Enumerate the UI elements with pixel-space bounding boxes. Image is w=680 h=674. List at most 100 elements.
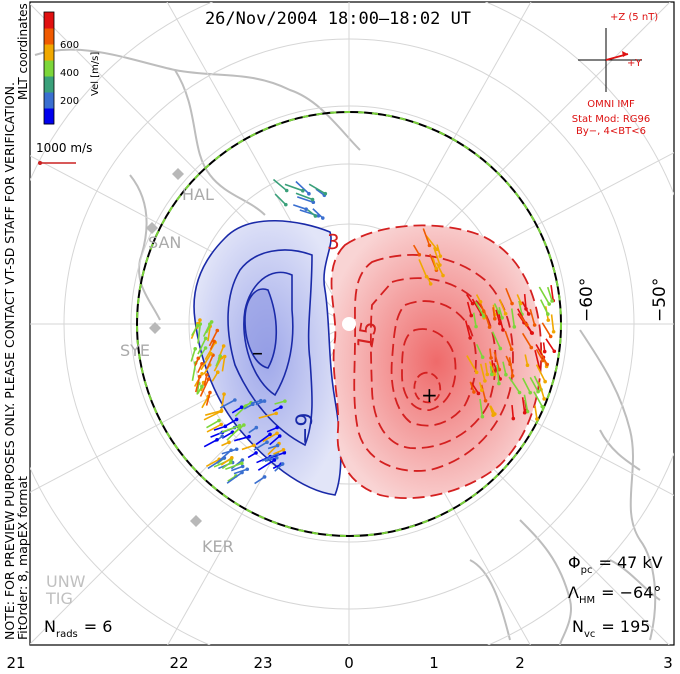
mlt-tick-23: 23	[253, 654, 272, 672]
lat-label-50: −50°	[650, 278, 670, 322]
velocity-vector-origin	[259, 398, 263, 403]
velocity-vector	[203, 410, 222, 421]
velocity-vector	[469, 381, 475, 393]
velocity-vector-origin	[215, 437, 219, 442]
velocity-vector	[521, 397, 526, 413]
velocity-vector	[541, 322, 552, 337]
velocity-vector-origin	[209, 351, 213, 356]
velocity-vector-origin	[552, 349, 557, 354]
velocity-vector	[258, 412, 277, 419]
velocity-vector-origin	[474, 370, 479, 375]
velocity-vector-origin	[470, 301, 475, 306]
velocity-vector	[517, 313, 525, 324]
velocity-vector-origin	[481, 314, 486, 318]
velocity-vector	[231, 465, 243, 472]
velocity-vector-origin	[483, 379, 487, 383]
velocity-vector-origin	[508, 362, 512, 367]
fit-order-note: FitOrder: 8, mapEX format	[15, 476, 30, 640]
velocity-vector-origin	[536, 389, 540, 394]
velocity-vector	[523, 394, 529, 412]
velocity-vector	[226, 471, 243, 484]
imf-condition: By−, 4<BT<6	[576, 126, 646, 137]
velocity-vector-origin	[221, 344, 226, 348]
velocity-vector	[505, 287, 513, 304]
velocity-vector	[492, 307, 496, 319]
velocity-vector	[266, 426, 278, 433]
velocity-vector-origin	[504, 372, 508, 377]
lambda-hm-stat: ΛHM = −64°	[568, 583, 661, 606]
velocity-vector	[221, 431, 233, 439]
velocity-vector-origin	[193, 346, 198, 351]
colorbar-segment	[44, 76, 54, 93]
velocity-vector	[538, 286, 550, 305]
mlt-tick-2: 2	[515, 654, 525, 672]
velocity-vector	[511, 405, 515, 419]
velocity-vector-origin	[532, 323, 537, 327]
velocity-vector	[295, 180, 310, 195]
velocity-colorbar	[43, 11, 55, 125]
velocity-vector-origin	[203, 346, 208, 350]
velocity-vector-origin	[438, 263, 442, 267]
mlt-tick-21: 21	[6, 654, 25, 672]
velocity-vector	[201, 396, 210, 409]
hm-boundary-dash	[136, 111, 562, 537]
velocity-vector-origin	[222, 456, 227, 460]
velocity-vector-origin	[280, 462, 285, 466]
velocity-vector-origin	[320, 216, 325, 220]
velocity-vector	[529, 308, 536, 326]
velocity-vector-origin	[480, 355, 485, 359]
station-label-unw: UNW	[46, 572, 86, 591]
velocity-vector	[221, 356, 226, 372]
preview-note: NOTE: FOR PREVIEW PURPOSES ONLY. PLEASE …	[2, 82, 17, 640]
velocity-vector	[206, 354, 214, 369]
velocity-vector-origin	[525, 363, 530, 368]
velocity-vector	[234, 405, 247, 417]
velocity-vector-origin	[485, 372, 490, 377]
velocity-vector	[262, 432, 278, 443]
velocity-vector	[232, 424, 245, 435]
velocity-vector-origin	[468, 336, 472, 340]
velocity-vector	[479, 398, 484, 417]
velocity-vector-origin	[510, 374, 515, 378]
velocity-vector-origin	[545, 362, 550, 367]
velocity-vector-origin	[480, 388, 484, 393]
velocity-vector-origin	[240, 461, 244, 466]
nvc-stat: Nvc = 195	[572, 617, 650, 640]
velocity-vector-origin	[300, 188, 305, 193]
velocity-vector-origin	[198, 318, 202, 322]
velocity-vector-origin	[546, 312, 550, 316]
velocity-vector-origin	[215, 328, 220, 333]
velocity-vector-origin	[275, 425, 279, 430]
velocity-vector	[206, 423, 222, 433]
velocity-vector	[208, 330, 219, 347]
velocity-vector-origin	[227, 440, 231, 445]
contour-label-negative: −9	[293, 413, 318, 445]
velocity-vector-origin	[474, 324, 478, 329]
velocity-vector	[293, 204, 307, 210]
velocity-vector	[432, 257, 438, 269]
velocity-vector-origin	[503, 311, 508, 316]
velocity-vector-origin	[497, 310, 501, 315]
potential-max-marker: +	[421, 383, 438, 407]
velocity-vector-origin	[511, 416, 516, 421]
velocity-vector	[203, 439, 218, 448]
velocity-vector-origin	[542, 349, 547, 354]
potential-min-marker: –	[252, 341, 263, 366]
velocity-vector	[535, 364, 546, 382]
velocity-vector	[197, 338, 207, 355]
velocity-vector-origin	[469, 313, 474, 318]
velocity-vector	[207, 326, 211, 342]
velocity-vector	[550, 285, 555, 301]
velocity-vector-origin	[483, 398, 488, 403]
mlt-tick-0: 0	[344, 654, 354, 672]
imf-source: OMNI IMF	[587, 99, 635, 110]
colorbar-segment	[44, 28, 54, 45]
velocity-vector	[220, 394, 225, 412]
velocity-vector-origin	[528, 390, 533, 395]
velocity-vector	[197, 323, 202, 344]
velocity-vector	[522, 377, 531, 394]
colorbar-label: Vel [m/s]	[90, 52, 101, 96]
velocity-vector-origin	[476, 391, 481, 396]
phi-pc-stat: Φpc = 47 kV	[568, 553, 663, 576]
station-label-ker: KER	[202, 537, 234, 556]
